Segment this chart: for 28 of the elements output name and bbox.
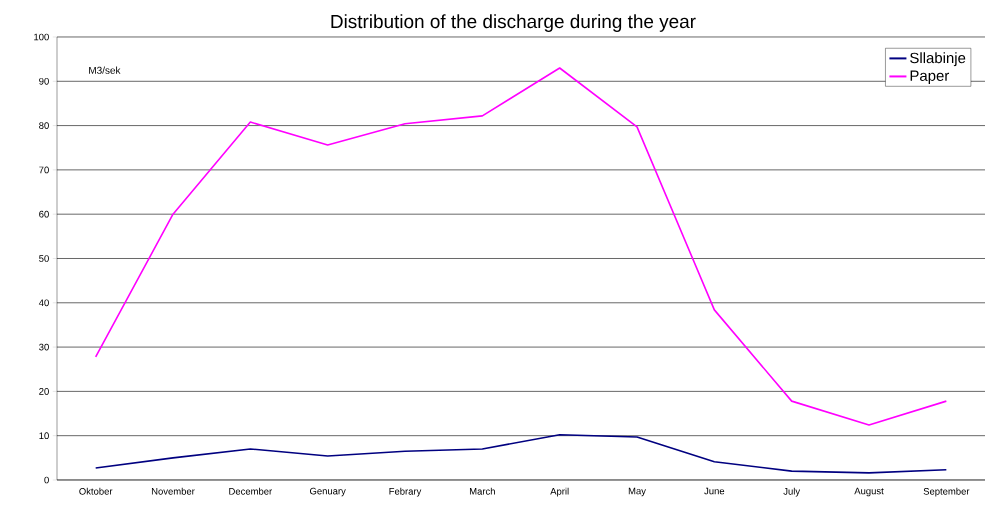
y-tick-label: 50	[39, 255, 49, 262]
y-tick-label: 10	[39, 432, 49, 440]
y-axis-title: M3/sek	[89, 66, 121, 74]
x-tick-label: May	[628, 487, 646, 497]
y-tick-label: 90	[39, 77, 49, 85]
x-tick-label: Genuary	[309, 487, 346, 497]
legend-label: Sllabinje	[910, 52, 966, 67]
y-tick-label: 70	[39, 166, 49, 174]
y-tick-label: 40	[38, 299, 49, 307]
y-tick-label: 30	[39, 343, 49, 351]
x-tick-label: November	[151, 487, 195, 495]
line-series	[94, 434, 948, 474]
x-tick-label: Febrary	[389, 487, 422, 497]
legend-label: Paper	[910, 70, 950, 84]
y-tick-label: 0	[44, 476, 49, 484]
x-tick-label: March	[469, 487, 495, 495]
x-tick-label: Oktober	[79, 487, 113, 495]
chart-title: Distribution of the discharge during the year	[331, 14, 696, 32]
x-tick-label: June	[704, 487, 725, 495]
x-tick-label: September	[923, 487, 970, 497]
x-tick-label: April	[550, 487, 569, 497]
y-tick-label: 80	[39, 122, 49, 129]
y-tick-label: 100	[34, 33, 49, 41]
x-tick-label: July	[783, 487, 801, 497]
y-tick-label: 60	[39, 210, 49, 218]
x-tick-label: August	[854, 487, 884, 497]
y-tick-label: 20	[39, 388, 49, 395]
x-tick-label: December	[229, 487, 273, 495]
